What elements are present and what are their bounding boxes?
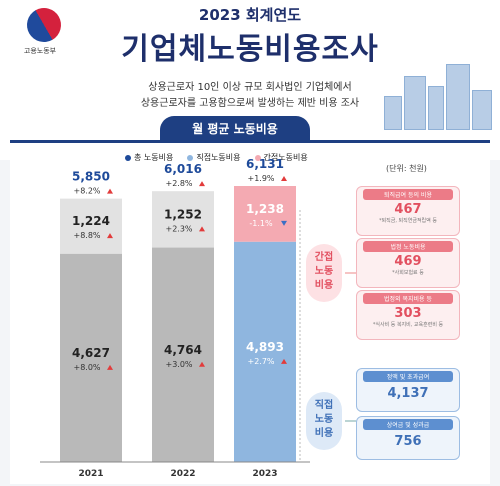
subtitle-line-2: 상용근로자를 고용함으로써 발생하는 제반 비용 조사	[140, 98, 360, 109]
direct-growth-arrow-2022	[199, 361, 205, 367]
direct-growth-2021: +8.0%	[73, 363, 100, 372]
legend-direct-label: 직접노동비용	[196, 153, 241, 162]
indirect-item-note: *사회보험료 등	[392, 270, 424, 276]
indirect-item-retirement: 퇴직급여 등의 비용 467 *퇴직금, 퇴직연금적립액 등	[356, 186, 460, 236]
direct-item-title: 상여금 및 성과급	[363, 419, 453, 430]
bar-indirect-2022	[152, 191, 214, 248]
direct-label-2021: 4,627	[72, 346, 110, 360]
direct-growth-arrow-2023	[281, 358, 287, 364]
bar-indirect-2021	[60, 198, 122, 254]
legend-indirect-label: 간접노동비용	[263, 153, 308, 162]
legend-indirect-dot	[254, 154, 261, 161]
subtitle-line-1: 상용근로자 10인 이상 규모 회사법인 기업체에서	[148, 82, 352, 93]
unit-label: (단위: 천원)	[386, 164, 427, 173]
year-title: 2023 회계연도	[198, 6, 302, 24]
total-label-2023: 6,131	[246, 157, 284, 171]
direct-item-bonus: 상여금 및 성과급 756	[356, 416, 460, 460]
indirect-item-value: 467	[394, 202, 422, 217]
direct-item-value: 756	[394, 434, 422, 449]
indirect-growth-2023: -1.1%	[249, 219, 273, 228]
indirect-label-2023: 1,238	[246, 202, 284, 216]
indirect-item-legal: 법정 노동비용 469 *사회보험료 등	[356, 238, 460, 288]
indirect-item-title: 퇴직급여 등의 비용	[363, 189, 453, 200]
page-title: 기업체노동비용조사	[121, 32, 379, 67]
city-buildings-icon	[384, 60, 494, 130]
direct-item-value: 4,137	[387, 386, 429, 401]
x-tick-2022: 2022	[170, 469, 195, 479]
legend-direct-dot	[187, 154, 194, 161]
indirect-growth-arrow-2023	[281, 220, 287, 226]
indirect-item-title: 법정 노동비용	[363, 241, 453, 252]
indirect-label-2022: 1,252	[164, 207, 202, 221]
indirect-growth-2022: +2.3%	[165, 224, 192, 233]
ministry-logo: 고용노동부	[20, 1, 68, 56]
x-tick-2023: 2023	[252, 469, 277, 479]
total-growth-arrow-2023	[281, 176, 287, 181]
total-growth-arrow-2022	[199, 181, 205, 187]
direct-label-2022: 4,764	[164, 343, 202, 357]
indirect-growth-arrow-2022	[199, 226, 205, 232]
indirect-item-title: 법정외 복지비용 등	[363, 293, 453, 304]
direct-growth-2023: +2.7%	[247, 357, 274, 366]
total-label-2022: 6,016	[164, 162, 202, 176]
legend-indirect: 간접노동비용	[254, 152, 308, 163]
total-growth-arrow-2021	[107, 188, 113, 194]
direct-label-2023: 4,893	[246, 340, 284, 354]
direct-callout: 직접 노동 비용	[306, 392, 342, 450]
bar-indirect-2023	[234, 186, 296, 242]
indirect-item-welfare: 법정외 복지비용 등 303 *식사비 등 복지비, 교육훈련비 등	[356, 290, 460, 340]
indirect-growth-2021: +8.8%	[73, 231, 100, 240]
bar-direct-2023	[234, 241, 296, 462]
indirect-item-note: *식사비 등 복지비, 교육훈련비 등	[372, 322, 444, 328]
total-growth-2023: +1.9%	[247, 174, 274, 183]
total-growth-2021: +8.2%	[73, 187, 100, 196]
legend-total-label: 총 노동비용	[134, 153, 174, 162]
indirect-growth-arrow-2021	[107, 233, 113, 239]
direct-growth-2022: +3.0%	[165, 360, 192, 369]
ministry-name: 고용노동부	[23, 47, 57, 55]
indirect-callout: 간접 노동 비용	[306, 244, 342, 302]
total-label-2021: 5,850	[72, 170, 110, 184]
x-tick-2021: 2021	[78, 469, 103, 479]
indirect-callout-text: 간접 노동 비용	[314, 252, 334, 291]
legend-total: 총 노동비용	[125, 152, 173, 163]
direct-growth-arrow-2021	[107, 364, 113, 370]
bar-direct-2021	[60, 253, 122, 462]
legend: 총 노동비용 직접노동비용 간접노동비용	[125, 152, 308, 163]
indirect-label-2021: 1,224	[72, 214, 110, 228]
indirect-item-note: *퇴직금, 퇴직연금적립액 등	[379, 218, 437, 224]
section-title: 월 평균 노동비용	[160, 116, 310, 142]
legend-direct: 직접노동비용	[187, 152, 241, 163]
indirect-item-value: 303	[394, 306, 422, 321]
legend-total-dot	[125, 154, 131, 161]
indirect-item-value: 469	[394, 254, 422, 269]
bar-direct-2022	[152, 247, 214, 462]
direct-callout-text: 직접 노동 비용	[314, 400, 334, 439]
total-growth-2022: +2.8%	[165, 179, 192, 188]
direct-item-title: 정액 및 초과급여	[363, 371, 453, 382]
direct-item-salary: 정액 및 초과급여 4,137	[356, 368, 460, 412]
